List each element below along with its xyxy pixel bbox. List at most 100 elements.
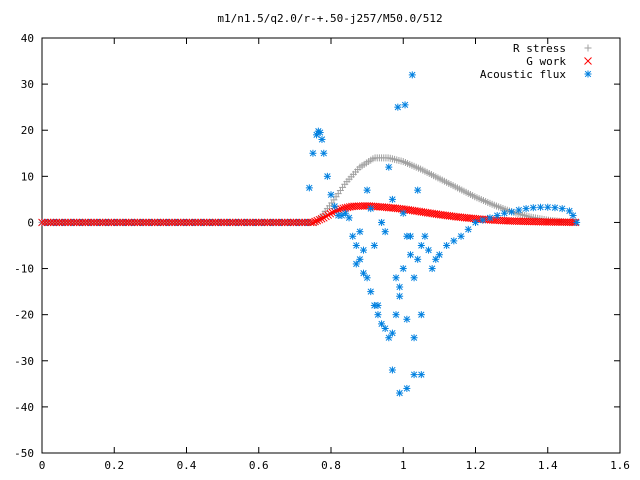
acoustic-flux-point bbox=[406, 232, 414, 240]
acoustic-flux-point bbox=[569, 212, 577, 220]
x-tick-label: 1.4 bbox=[538, 459, 558, 472]
g-work-point bbox=[223, 218, 231, 227]
acoustic-flux-point bbox=[414, 186, 422, 194]
g-work-point bbox=[52, 218, 61, 227]
g-work-point bbox=[313, 216, 322, 225]
acoustic-flux-point bbox=[401, 101, 409, 109]
acoustic-flux-point bbox=[522, 205, 530, 213]
y-tick-label: 10 bbox=[21, 170, 34, 183]
g-work-point bbox=[269, 218, 278, 227]
g-work-point bbox=[185, 218, 194, 227]
g-work-point bbox=[335, 205, 343, 214]
acoustic-flux-point bbox=[392, 311, 400, 319]
g-work-point bbox=[156, 218, 165, 227]
acoustic-flux-point bbox=[472, 218, 479, 226]
acoustic-flux-point bbox=[305, 184, 313, 192]
g-work-point bbox=[173, 218, 182, 227]
x-tick-label: 0.6 bbox=[249, 459, 269, 472]
g-work-point bbox=[569, 218, 577, 227]
acoustic-flux-point bbox=[323, 172, 331, 180]
g-work-point bbox=[139, 218, 148, 227]
g-work-point bbox=[286, 218, 295, 227]
y-tick-label: 40 bbox=[21, 32, 34, 45]
g-work-point bbox=[46, 218, 55, 227]
g-work-point bbox=[43, 218, 52, 227]
g-work-point bbox=[55, 218, 64, 227]
acoustic-flux-point bbox=[349, 232, 357, 240]
acoustic-flux-point bbox=[352, 242, 360, 249]
legend-label: G work bbox=[526, 55, 566, 68]
acoustic-flux-point bbox=[464, 225, 472, 233]
acoustic-flux-point bbox=[356, 228, 364, 236]
g-work-point bbox=[240, 218, 249, 227]
g-work-point bbox=[121, 218, 130, 227]
g-work-point bbox=[38, 218, 46, 227]
legend-marker bbox=[584, 70, 592, 78]
g-work-point bbox=[81, 218, 90, 227]
g-work-point bbox=[130, 218, 139, 227]
g-work-point bbox=[159, 218, 168, 227]
g-work-point bbox=[101, 218, 110, 227]
x-tick-label: 0.2 bbox=[104, 459, 124, 472]
acoustic-flux-point bbox=[493, 212, 501, 220]
g-work-point bbox=[289, 218, 298, 227]
acoustic-flux-point bbox=[360, 269, 368, 277]
g-work-point bbox=[165, 218, 174, 227]
acoustic-flux-point bbox=[417, 371, 425, 379]
acoustic-flux-point bbox=[316, 129, 324, 137]
g-work-point bbox=[211, 218, 220, 227]
acoustic-flux-point bbox=[410, 334, 418, 342]
chart-title: m1/n1.5/q2.0/r-+.50-j257/M50.0/512 bbox=[217, 12, 442, 25]
g-work-point bbox=[168, 218, 176, 227]
g-work-point bbox=[205, 218, 214, 227]
acoustic-flux-point bbox=[367, 205, 375, 213]
g-work-point bbox=[208, 218, 217, 227]
g-work-point bbox=[280, 218, 289, 227]
g-work-point bbox=[136, 218, 145, 227]
acoustic-flux-point bbox=[406, 251, 414, 259]
g-work-point bbox=[93, 218, 101, 227]
acoustic-flux-point bbox=[388, 195, 396, 203]
g-work-point bbox=[272, 218, 280, 227]
legend-label: R stress bbox=[513, 42, 566, 55]
acoustic-flux-point bbox=[537, 203, 545, 211]
acoustic-flux-point bbox=[551, 204, 559, 212]
g-work-point bbox=[266, 218, 275, 227]
g-work-point bbox=[301, 218, 309, 227]
g-work-point bbox=[214, 218, 223, 227]
g-work-point bbox=[153, 218, 162, 227]
acoustic-flux-point bbox=[396, 389, 404, 397]
g-work-point bbox=[104, 218, 113, 227]
acoustic-flux-point bbox=[396, 283, 404, 291]
g-work-point bbox=[311, 217, 319, 226]
g-work-point bbox=[188, 218, 197, 227]
acoustic-flux-point bbox=[410, 274, 418, 282]
y-tick-label: 20 bbox=[21, 124, 34, 137]
x-tick-label: 0 bbox=[39, 459, 46, 472]
acoustic-flux-point bbox=[388, 366, 396, 374]
g-work-point bbox=[326, 209, 335, 218]
g-work-point bbox=[324, 211, 332, 219]
g-work-point bbox=[176, 218, 185, 227]
acoustic-flux-point bbox=[394, 103, 402, 111]
acoustic-flux-point bbox=[374, 301, 382, 309]
g-work-point bbox=[116, 218, 124, 227]
acoustic-flux-point bbox=[432, 255, 440, 263]
g-work-point bbox=[194, 218, 202, 227]
g-work-point bbox=[110, 218, 119, 227]
acoustic-flux-point bbox=[345, 214, 353, 222]
acoustic-flux-point bbox=[417, 242, 425, 249]
g-work-point bbox=[292, 218, 301, 227]
acoustic-flux-point bbox=[408, 71, 416, 79]
g-work-point bbox=[113, 218, 121, 227]
acoustic-flux-point bbox=[360, 246, 368, 254]
g-work-point bbox=[298, 218, 306, 227]
acoustic-flux-point bbox=[378, 218, 386, 226]
acoustic-flux-point bbox=[515, 206, 523, 214]
acoustic-flux-point bbox=[425, 246, 433, 254]
acoustic-flux-point bbox=[421, 232, 429, 240]
y-tick-label: -40 bbox=[14, 401, 34, 414]
g-work-point bbox=[58, 218, 67, 227]
